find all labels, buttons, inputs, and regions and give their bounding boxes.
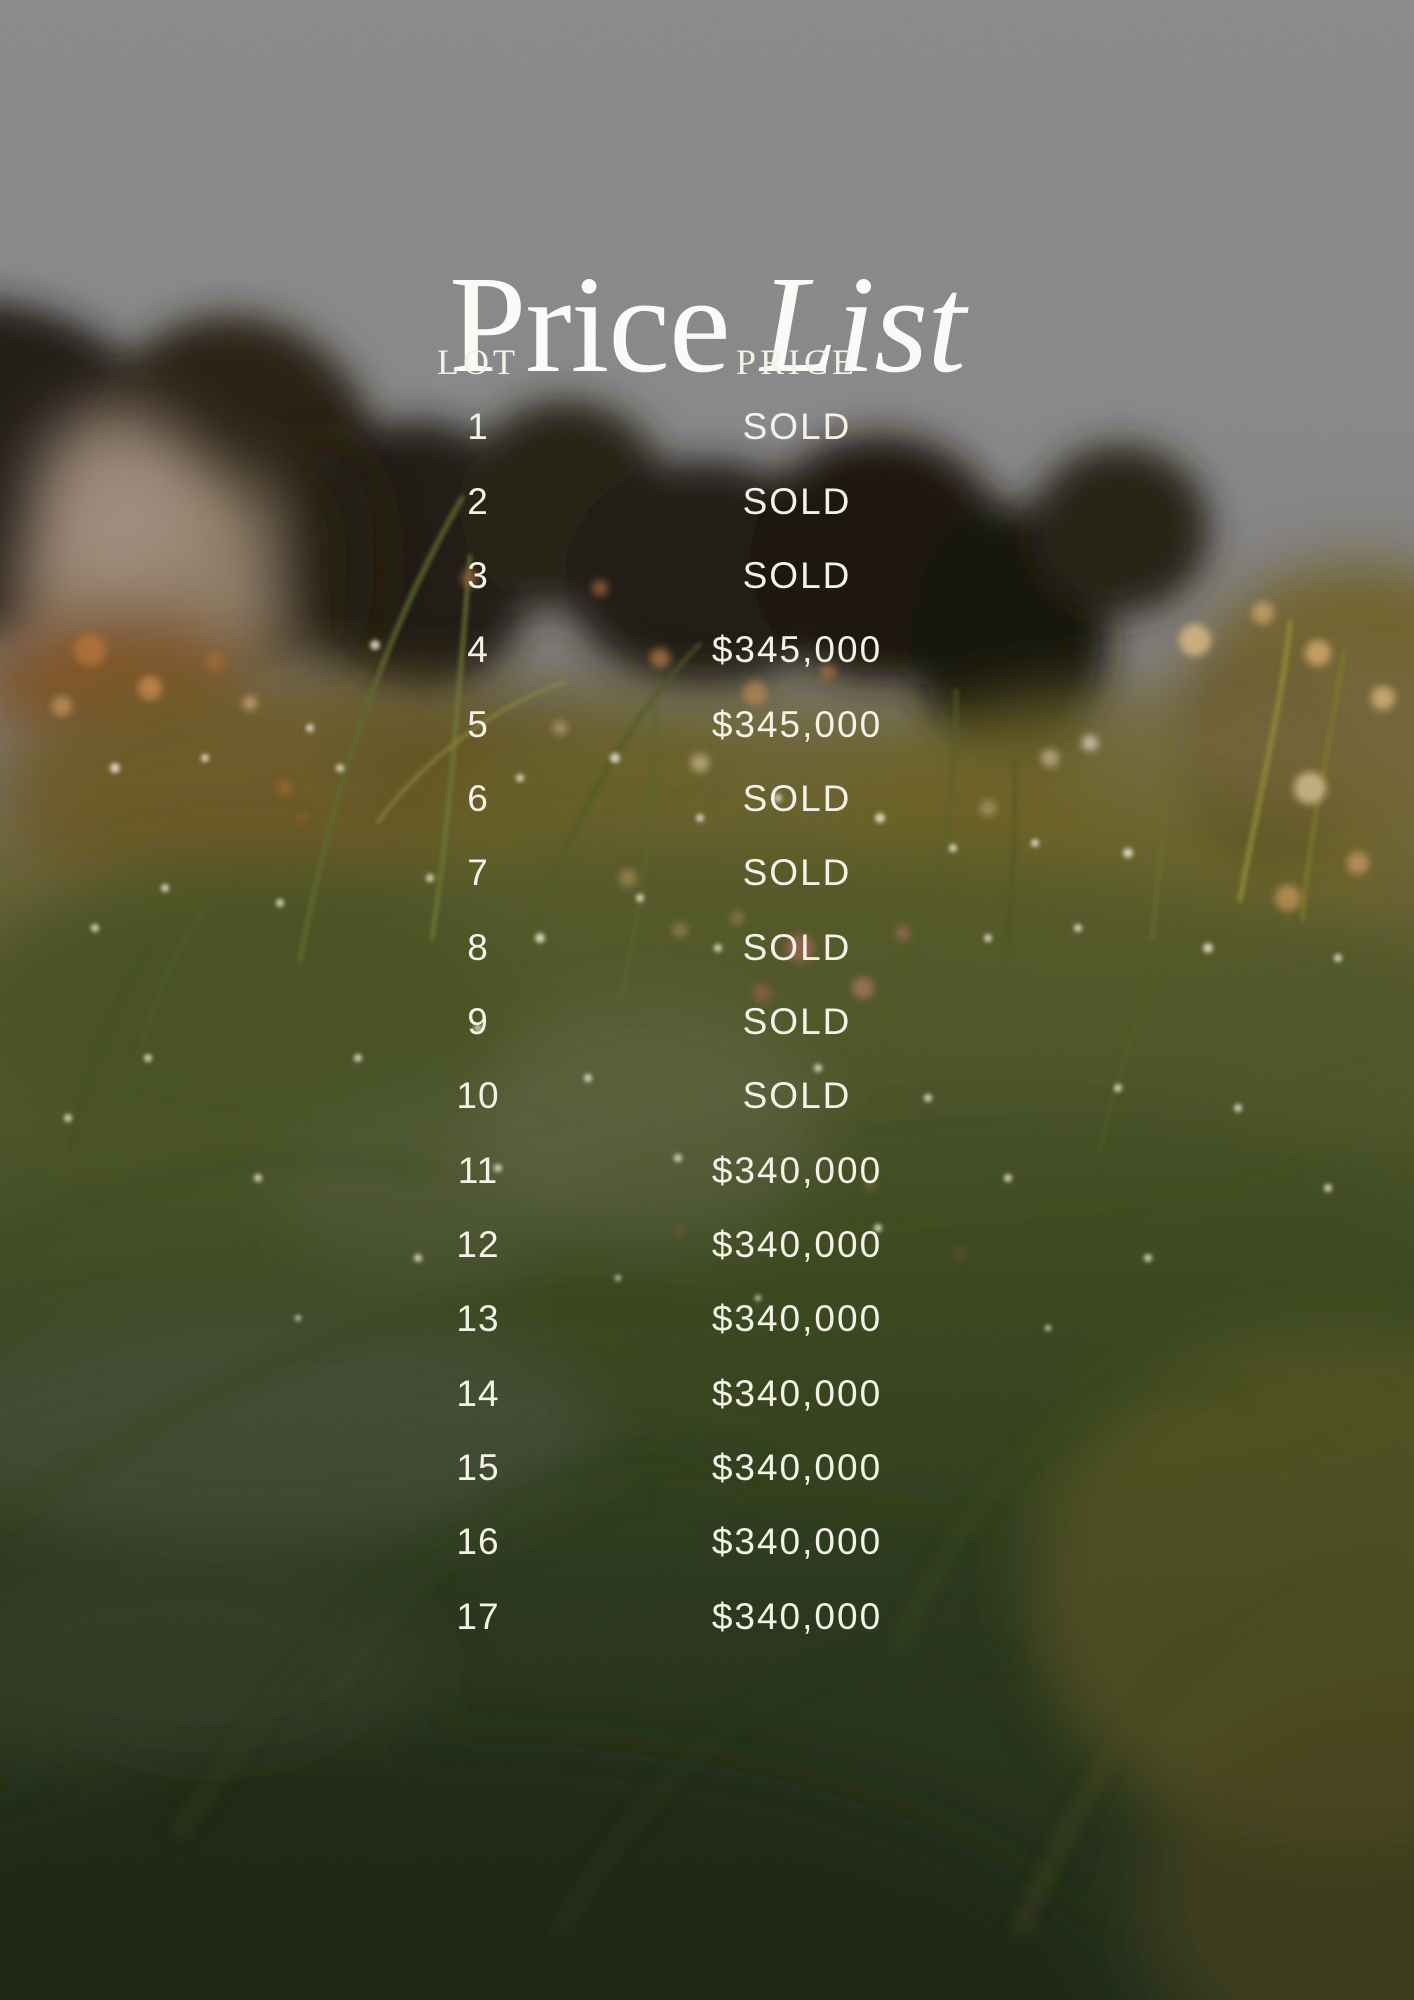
- price-cell: SOLD: [742, 1000, 852, 1042]
- price-cell: SOLD: [742, 480, 852, 522]
- lot-cell: 8: [467, 926, 489, 968]
- price-cell: $340,000: [711, 1149, 883, 1191]
- price-cell: $345,000: [711, 703, 883, 745]
- price-table: 1 SOLD 2 SOLD 3 SOLD 4 $345,000 5 $345,0…: [340, 390, 978, 1654]
- lot-cell: 17: [456, 1595, 500, 1637]
- table-row: 9 SOLD: [340, 985, 978, 1059]
- column-header-lot: LOT: [437, 342, 519, 382]
- price-cell: $340,000: [711, 1446, 883, 1488]
- table-row: 1 SOLD: [340, 390, 978, 464]
- page-title: Price List: [0, 256, 1414, 395]
- lot-cell: 7: [467, 852, 489, 894]
- lot-cell: 2: [467, 480, 489, 522]
- lot-cell: 16: [456, 1521, 500, 1563]
- table-row: 16 $340,000: [340, 1505, 978, 1579]
- table-row: 12 $340,000: [340, 1208, 978, 1282]
- price-cell: $340,000: [711, 1595, 883, 1637]
- lot-cell: 14: [456, 1372, 500, 1414]
- lot-cell: 6: [467, 777, 489, 819]
- table-row: 7 SOLD: [340, 836, 978, 910]
- lot-cell: 9: [467, 1000, 489, 1042]
- table-row: 13 $340,000: [340, 1282, 978, 1356]
- lot-cell: 15: [456, 1446, 500, 1488]
- title-word-list: List: [760, 248, 966, 403]
- price-cell: SOLD: [742, 926, 852, 968]
- column-header-price: PRICE: [735, 342, 859, 382]
- lot-cell: 10: [456, 1075, 500, 1117]
- table-row: 10 SOLD: [340, 1059, 978, 1133]
- table-row: 11 $340,000: [340, 1133, 978, 1207]
- table-row: 17 $340,000: [340, 1580, 978, 1654]
- price-cell: $340,000: [711, 1372, 883, 1414]
- lot-cell: 1: [467, 406, 489, 448]
- price-cell: $340,000: [711, 1521, 883, 1563]
- price-cell: SOLD: [742, 406, 852, 448]
- lot-cell: 11: [457, 1149, 499, 1191]
- lot-cell: 3: [467, 554, 489, 596]
- table-row: 14 $340,000: [340, 1356, 978, 1430]
- lot-cell: 5: [467, 703, 489, 745]
- price-cell: $340,000: [711, 1298, 883, 1340]
- lot-cell: 13: [456, 1298, 500, 1340]
- table-row: 6 SOLD: [340, 762, 978, 836]
- table-row: 8 SOLD: [340, 910, 978, 984]
- price-cell: SOLD: [742, 1075, 852, 1117]
- table-headers: LOT PRICE: [340, 341, 978, 383]
- table-row: 5 $345,000: [340, 687, 978, 761]
- price-cell: SOLD: [742, 777, 852, 819]
- price-cell: SOLD: [742, 554, 852, 596]
- table-row: 15 $340,000: [340, 1431, 978, 1505]
- price-cell: $345,000: [711, 629, 883, 671]
- table-row: 2 SOLD: [340, 464, 978, 538]
- price-cell: SOLD: [742, 852, 852, 894]
- table-row: 3 SOLD: [340, 539, 978, 613]
- lot-cell: 4: [467, 629, 489, 671]
- table-row: 4 $345,000: [340, 613, 978, 687]
- title-word-price: Price: [449, 248, 731, 403]
- lot-cell: 12: [456, 1223, 500, 1265]
- price-cell: $340,000: [711, 1223, 883, 1265]
